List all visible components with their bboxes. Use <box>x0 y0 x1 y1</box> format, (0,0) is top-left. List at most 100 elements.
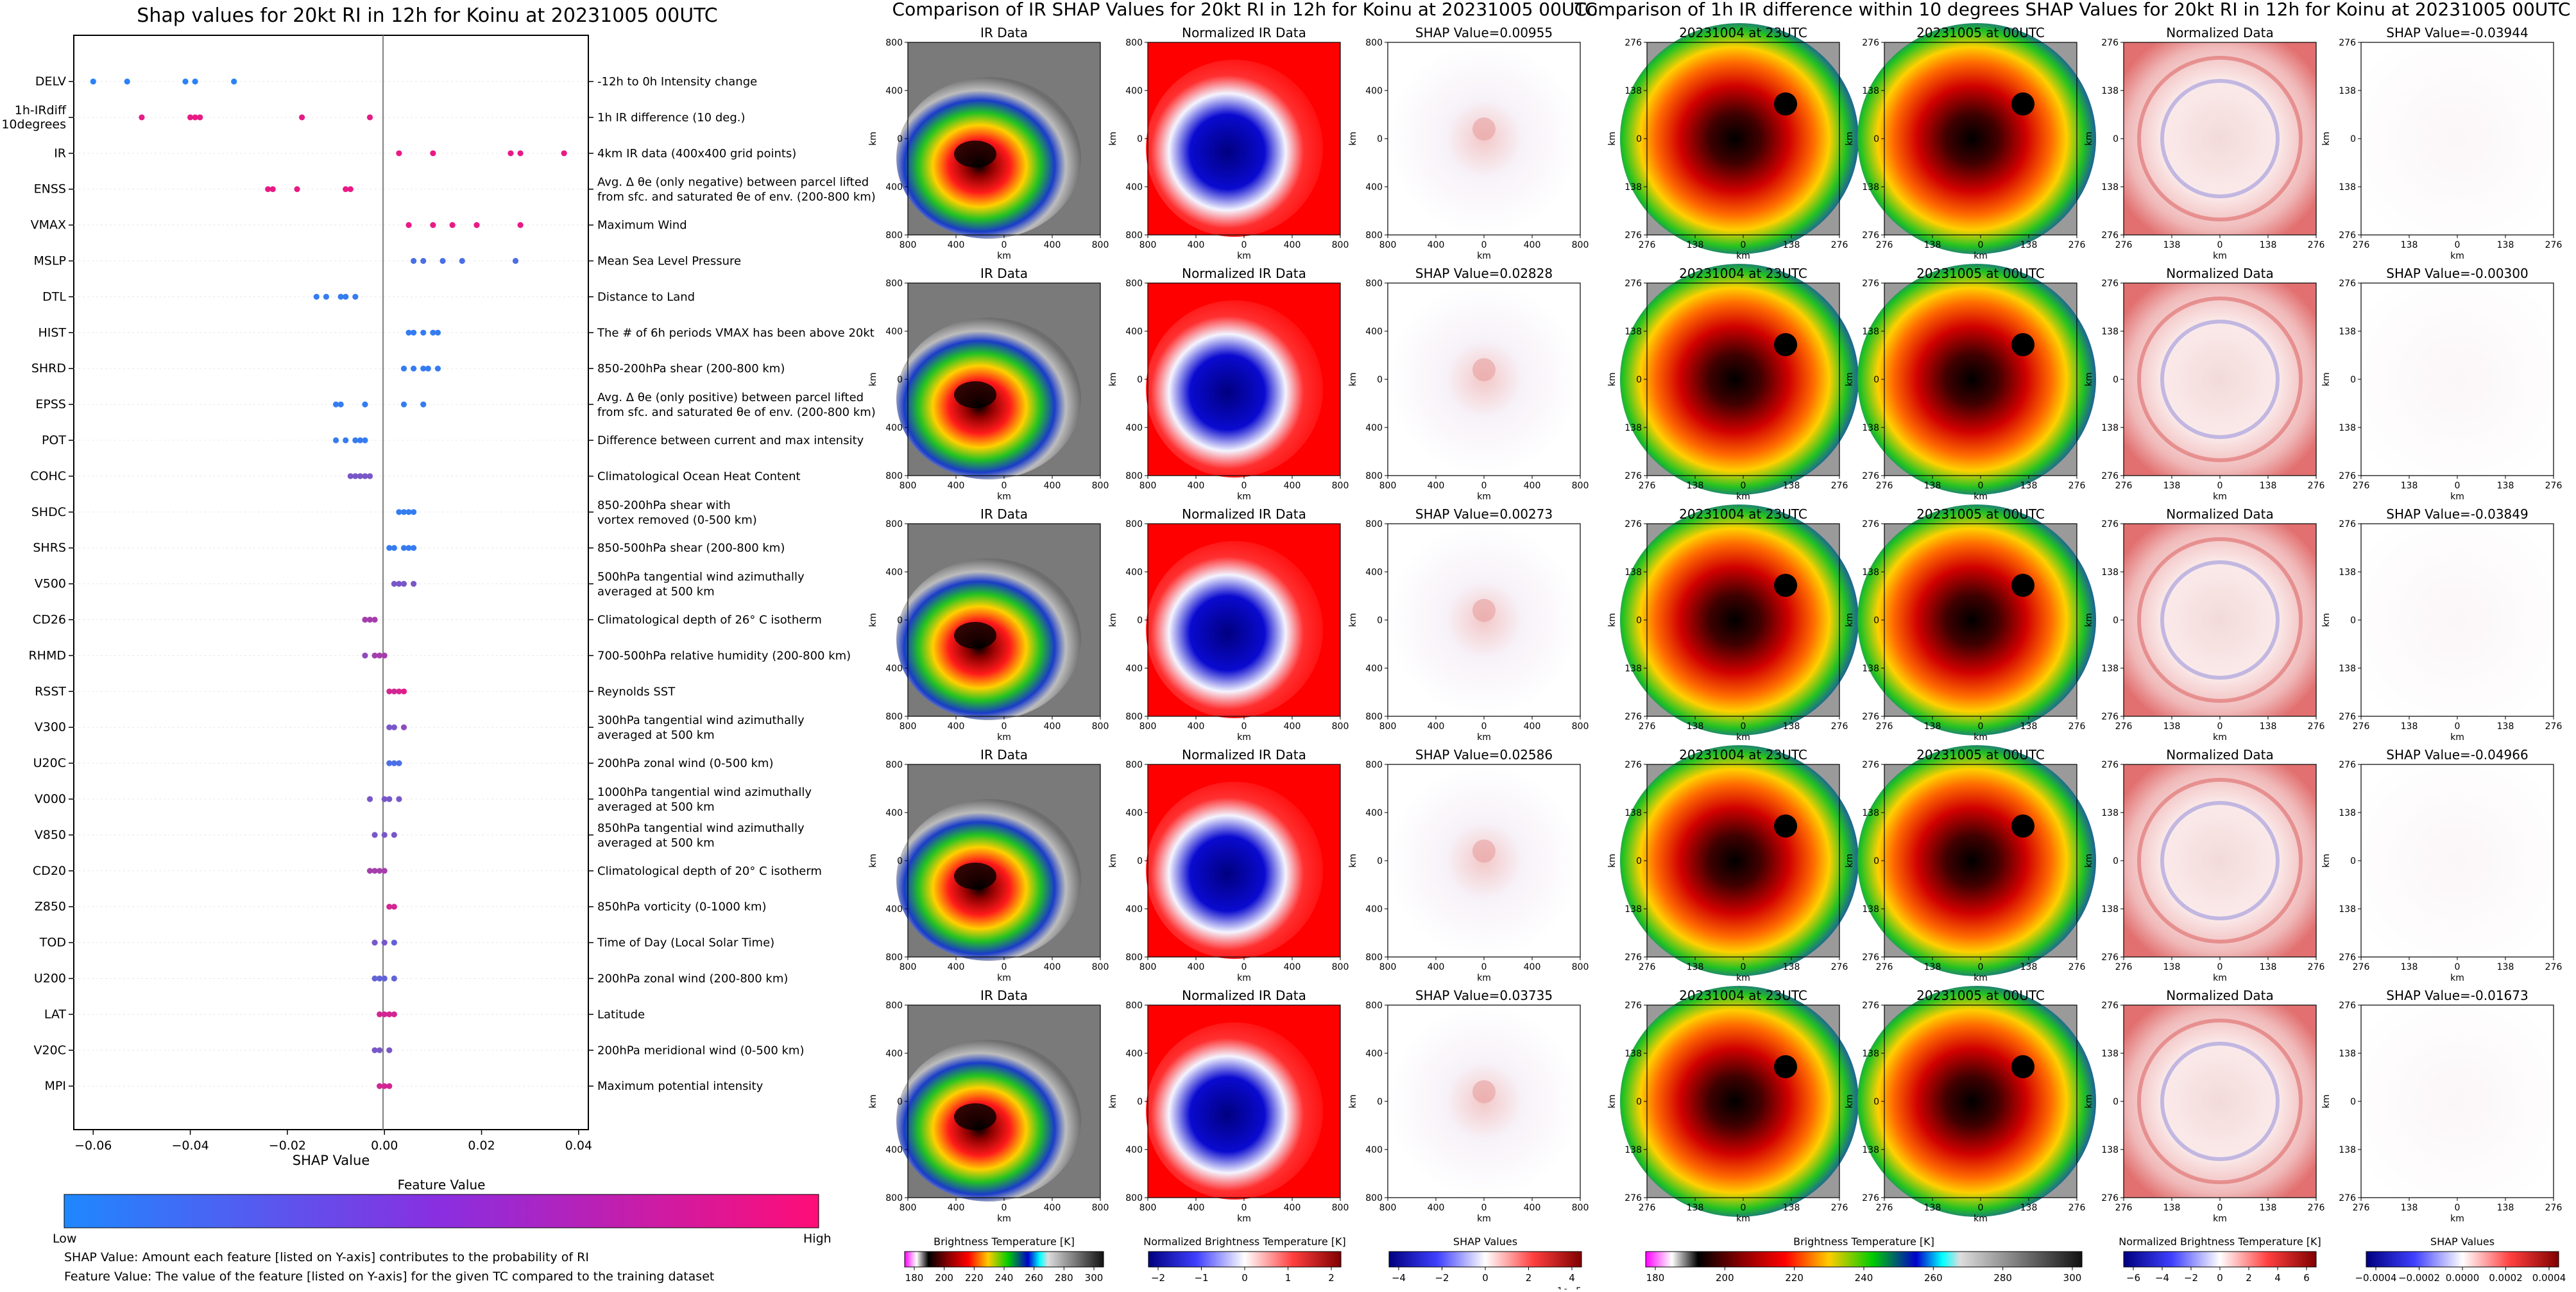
x-tick-label: 138 <box>2020 481 2038 491</box>
diff-shap-map <box>2361 42 2554 235</box>
cold-core <box>1146 1022 1323 1200</box>
shap-point <box>347 186 354 193</box>
colorbar-tick-label: −2 <box>1435 1272 1449 1284</box>
x-tick-label: 800 <box>900 962 917 972</box>
cold-core <box>1146 782 1323 959</box>
colorbar <box>1148 1251 1342 1268</box>
x-axis-label: km <box>2213 251 2227 261</box>
colorbar-tick-label: −4 <box>2155 1272 2169 1284</box>
y-tick-label: 0 <box>1873 616 1879 626</box>
colorbar-label: Brightness Temperature [K] <box>1793 1236 1934 1248</box>
y-tick-label: 276 <box>2339 279 2356 289</box>
shap-point <box>371 975 378 982</box>
x-tick-label: 276 <box>1831 721 1848 732</box>
cloud-mass <box>1857 23 2096 254</box>
shap-point <box>434 329 441 336</box>
shap-point <box>473 222 480 228</box>
y-axis-label: km <box>868 132 878 146</box>
y-tick-label: 0 <box>2113 1097 2119 1107</box>
shap-point <box>386 724 393 730</box>
x-tick-label: 0 <box>1241 240 1247 250</box>
x-tick-label: 276 <box>1639 962 1656 972</box>
eye-region <box>1774 92 1797 116</box>
y-tick-label: 400 <box>1125 182 1143 193</box>
shap-point <box>391 688 397 694</box>
y-tick-label: 138 <box>1862 182 1879 193</box>
x-tick-label: 400 <box>1188 481 1205 491</box>
x-tick-label: 400 <box>1188 721 1205 732</box>
colorbar-tick-label: 200 <box>935 1272 953 1284</box>
colorbar-tick-label: 200 <box>1716 1272 1734 1284</box>
x-tick-label: 800 <box>900 721 917 732</box>
subplot-title: Normalized IR Data <box>1182 25 1306 40</box>
x-tick-label: 0 <box>1241 1203 1247 1213</box>
subplot-title: SHAP Value=0.00955 <box>1415 25 1553 40</box>
shap-point <box>391 975 397 982</box>
y-tick-label: 276 <box>1625 712 1642 722</box>
y-axis-label: km <box>2084 613 2094 627</box>
y-tick-label: 0 <box>1873 375 1879 385</box>
shap-point <box>386 545 393 551</box>
shap-point <box>386 1083 393 1089</box>
feature-name-label: COHC <box>30 469 66 483</box>
x-tick-label: 138 <box>1783 481 1800 491</box>
x-tick-label: 0 <box>1002 962 1007 972</box>
feature-name-label: V20C <box>34 1043 66 1057</box>
feature-name-label: TOD <box>39 936 66 950</box>
y-axis-label: km <box>1108 854 1118 868</box>
colorbar <box>1645 1251 2083 1268</box>
x-tick-label: 800 <box>1092 962 1109 972</box>
y-tick-label: 400 <box>1365 1145 1383 1155</box>
colorbar-tick-label: 2 <box>2246 1272 2252 1284</box>
x-tick-label: 138 <box>1687 240 1704 250</box>
shap-hotspot <box>1472 358 1496 381</box>
y-tick-label: 138 <box>2101 664 2119 674</box>
y-tick-label: 800 <box>1365 519 1383 530</box>
x-tick-label: 276 <box>2353 240 2370 250</box>
shap-point <box>377 1083 383 1089</box>
colorbar-tick-label: −2 <box>2184 1272 2198 1284</box>
colorbar-title: Feature Value <box>398 1177 486 1193</box>
y-tick-label: 276 <box>1862 760 1879 770</box>
y-tick-label: 800 <box>885 712 903 722</box>
y-axis-label: km <box>2321 854 2332 868</box>
subplot-title: SHAP Value=0.03735 <box>1415 988 1553 1003</box>
y-tick-label: 400 <box>885 904 903 915</box>
cloud-mass <box>1620 504 1859 736</box>
x-tick-label: −0.06 <box>74 1139 112 1153</box>
shap-point <box>343 437 349 444</box>
x-tick-label: 400 <box>1044 481 1061 491</box>
x-tick-label: 138 <box>2020 721 2038 732</box>
x-tick-label: 800 <box>1332 962 1349 972</box>
x-tick-label: 138 <box>2401 1203 2418 1213</box>
x-tick-label: 276 <box>1876 721 1893 732</box>
x-tick-label: 0 <box>2217 721 2223 732</box>
y-tick-label: 800 <box>1125 952 1143 963</box>
colorbar-tick-label: −2 <box>1151 1272 1165 1284</box>
colorbar-tick-label: 300 <box>2063 1272 2082 1284</box>
y-tick-label: 0 <box>1636 1097 1642 1107</box>
shap-point <box>430 150 436 157</box>
feature-description-label: 1h IR difference (10 deg.) <box>597 111 746 125</box>
diff-shap-map <box>2361 283 2554 476</box>
x-tick-label: 138 <box>1924 1203 1941 1213</box>
y-tick-label: 276 <box>1862 712 1879 722</box>
feature-name-label: RHMD <box>28 648 66 662</box>
y-tick-label: 800 <box>1125 1001 1143 1011</box>
x-tick-label: 138 <box>2260 1203 2277 1213</box>
x-tick-label: 0 <box>1978 481 1984 491</box>
y-tick-label: 138 <box>2339 1049 2356 1059</box>
x-axis-label: km <box>1974 492 1988 502</box>
shap-point <box>366 868 373 874</box>
y-tick-label: 400 <box>1365 423 1383 433</box>
y-tick-label: 0 <box>897 134 903 144</box>
shap-point <box>396 760 402 766</box>
x-tick-label: 800 <box>1139 721 1157 732</box>
y-tick-label: 0 <box>1636 616 1642 626</box>
y-tick-label: 800 <box>1365 712 1383 722</box>
shap-point <box>449 222 456 228</box>
